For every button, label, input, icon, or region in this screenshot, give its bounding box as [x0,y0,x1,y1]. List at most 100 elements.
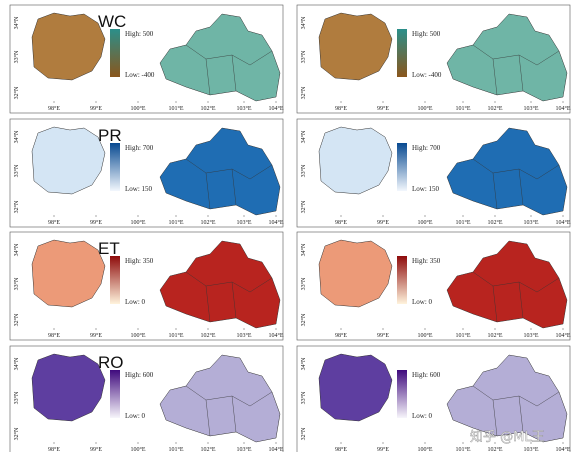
x-tick-label: 104°E [268,332,283,339]
y-tick-label: 33°N [300,277,307,290]
high-label: High: 700 [412,144,441,152]
colorbar [397,29,407,77]
y-tick-label: 32°N [300,86,307,99]
x-tick-label: 104°E [555,219,570,226]
x-tick-label: 101°E [455,332,470,339]
y-tick-label: 33°N [13,277,20,290]
panel: High: 700 Low: 150 PR 98°E 99°E 100°E 101°E 102… [9,118,284,228]
y-tick-label: 32°N [13,427,20,440]
low-label: Low: 0 [125,298,146,306]
low-label: Low: 0 [125,412,146,420]
x-tick-label: 100°E [417,105,432,112]
x-tick-label: 100°E [130,105,145,112]
x-tick-label: 104°E [268,219,283,226]
row-label: RO [98,353,124,372]
high-label: High: 350 [412,257,441,265]
low-label: Low: 0 [412,412,433,420]
x-tick-label: 104°E [268,105,283,112]
map-boundary [472,44,560,96]
y-tick-label: 34°N [300,130,307,143]
high-label: High: 700 [125,144,154,152]
map-boundary [472,385,560,437]
x-tick-label: 100°E [130,446,145,452]
y-tick-label: 34°N [300,357,307,370]
x-tick-label: 98°E [335,105,347,112]
y-tick-label: 34°N [13,357,20,370]
x-tick-label: 102°E [487,105,502,112]
map-boundary [472,158,560,210]
y-tick-label: 32°N [13,313,20,326]
x-tick-label: 99°E [90,446,102,452]
y-tick-label: 34°N [13,243,20,256]
x-tick-label: 98°E [335,332,347,339]
colorbar [110,29,120,77]
x-tick-label: 102°E [487,332,502,339]
colorbar [110,143,120,191]
x-tick-label: 103°E [523,446,538,452]
x-tick-label: 102°E [200,332,215,339]
x-tick-label: 100°E [130,332,145,339]
x-tick-label: 104°E [268,446,283,452]
low-label: Low: -400 [412,71,442,79]
x-tick-label: 104°E [555,446,570,452]
panel: High: 350 Low: 0 ET 98°E 99°E 100°E 101°E 102°E… [9,231,284,341]
x-tick-label: 99°E [90,332,102,339]
x-tick-label: 98°E [48,105,60,112]
colorbar [110,370,120,418]
x-tick-label: 102°E [200,446,215,452]
x-tick-label: 101°E [455,219,470,226]
y-tick-label: 34°N [13,16,20,29]
low-label: Low: 150 [125,185,153,193]
colorbar [397,143,407,191]
y-tick-label: 32°N [300,427,307,440]
x-tick-label: 103°E [236,332,251,339]
y-tick-label: 34°N [13,130,20,143]
low-label: Low: -400 [125,71,155,79]
x-tick-label: 99°E [377,219,389,226]
x-tick-label: 98°E [48,219,60,226]
x-tick-label: 101°E [168,446,183,452]
colorbar [110,256,120,304]
x-tick-label: 102°E [487,446,502,452]
x-tick-label: 102°E [200,105,215,112]
x-tick-label: 99°E [377,332,389,339]
watermark: 知乎 @ML王 [470,429,545,445]
x-tick-label: 102°E [487,219,502,226]
high-label: High: 350 [125,257,154,265]
x-tick-label: 102°E [200,219,215,226]
panel: High: 500 Low: -400 98°E 99°E 100°E 101°E 102°… [296,4,571,114]
x-tick-label: 103°E [236,219,251,226]
x-tick-label: 98°E [335,219,347,226]
x-tick-label: 100°E [417,446,432,452]
map-boundary [185,44,273,96]
x-tick-label: 103°E [523,219,538,226]
x-tick-label: 103°E [523,105,538,112]
y-tick-label: 32°N [13,200,20,213]
panel: High: 600 Low: 0 RO 98°E 99°E 100°E 101°E 102°E… [9,345,284,452]
x-tick-label: 100°E [417,219,432,226]
high-label: High: 500 [412,30,441,38]
x-tick-label: 100°E [417,332,432,339]
row-label: WC [98,12,126,31]
high-label: High: 500 [125,30,154,38]
panel: High: 350 Low: 0 98°E 99°E 100°E 101°E 102°E 10… [296,231,571,341]
x-tick-label: 99°E [377,105,389,112]
colorbar [397,256,407,304]
x-tick-label: 103°E [236,105,251,112]
y-tick-label: 32°N [300,313,307,326]
y-tick-label: 32°N [300,200,307,213]
x-tick-label: 99°E [377,446,389,452]
x-tick-label: 98°E [335,446,347,452]
x-tick-label: 99°E [90,219,102,226]
y-tick-label: 33°N [300,164,307,177]
x-tick-label: 104°E [555,332,570,339]
x-tick-label: 101°E [455,446,470,452]
y-tick-label: 33°N [300,391,307,404]
map-boundary [185,158,273,210]
panel: High: 700 Low: 150 98°E 99°E 100°E 101°E 102°E… [296,118,571,228]
high-label: High: 600 [412,371,441,379]
x-tick-label: 103°E [236,446,251,452]
low-label: Low: 150 [412,185,440,193]
map-boundary [472,271,560,323]
low-label: Low: 0 [412,298,433,306]
